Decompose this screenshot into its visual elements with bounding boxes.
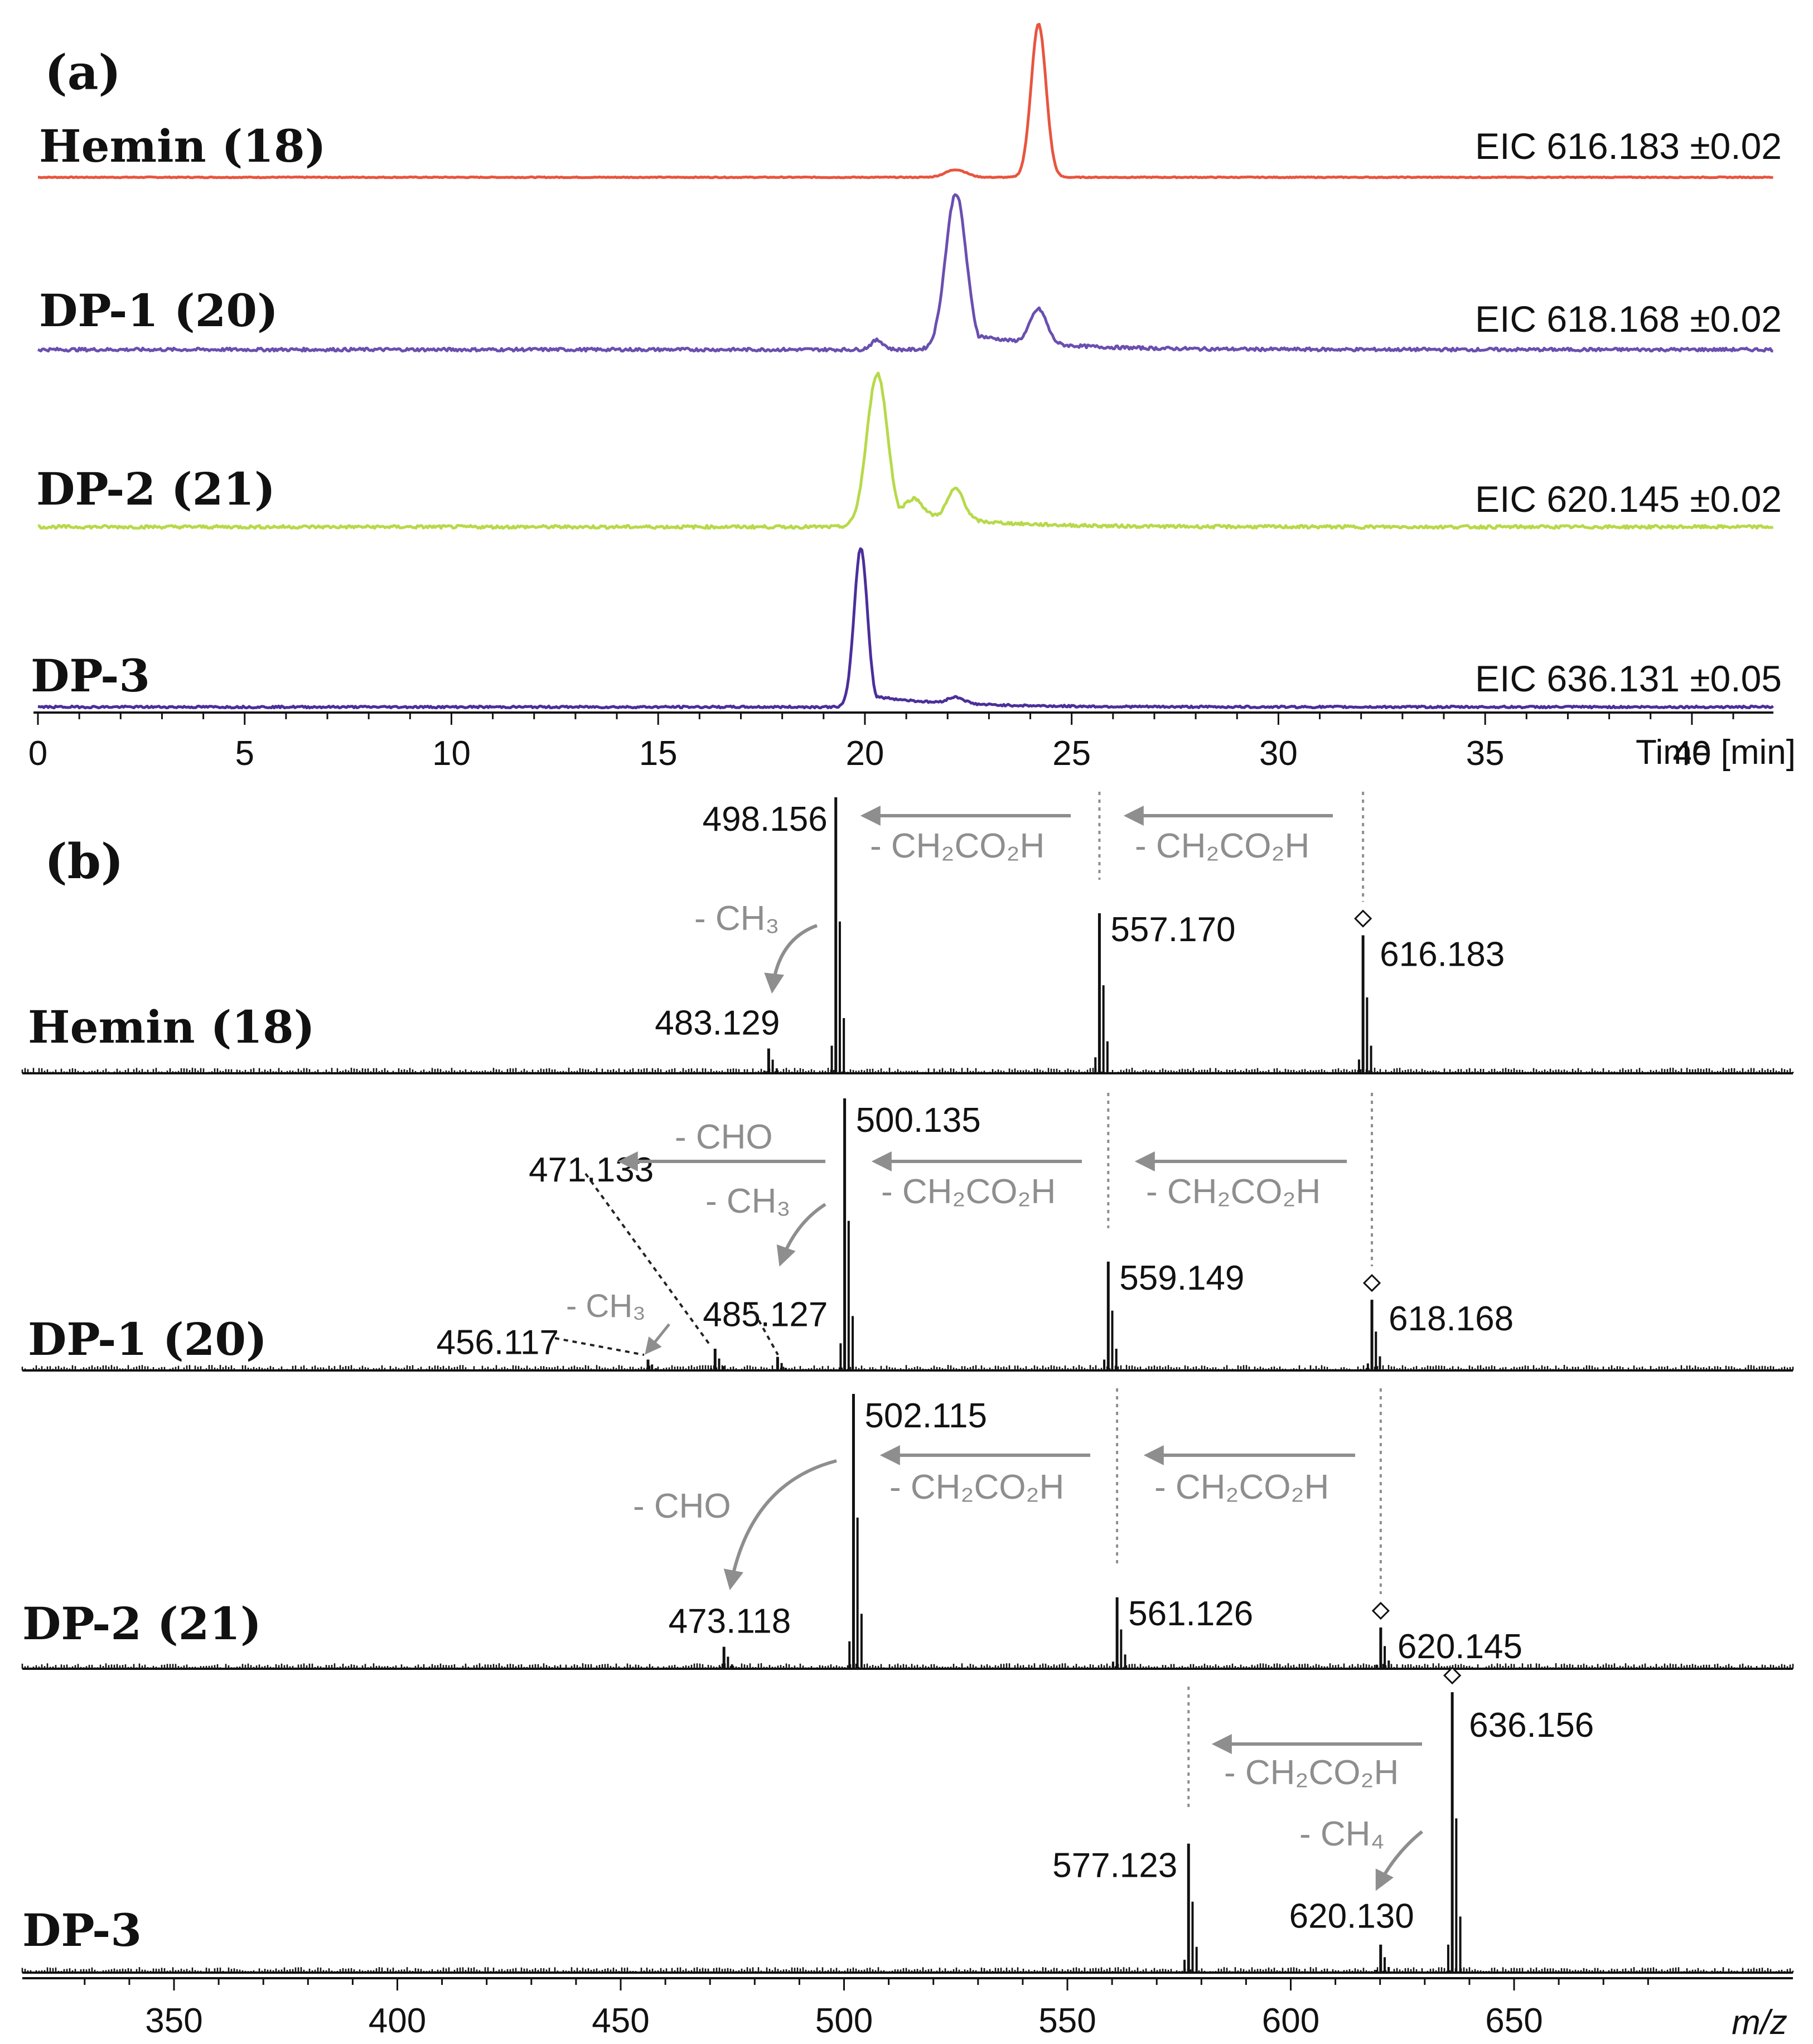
peak-label: 561.126 [1128,1595,1253,1633]
peak-label: 559.149 [1119,1259,1244,1297]
peak-label: 502.115 [864,1397,987,1435]
loss-label: - CH₂CO₂H [1135,827,1309,865]
loss-label: - CH₂CO₂H [1224,1754,1399,1792]
peak-label: 620.130 [1289,1897,1414,1936]
spectrum-label-dp2: DP-2 (21) [22,1597,262,1650]
time-tick-label: 25 [1052,734,1091,773]
loss-label: - CHO [633,1487,731,1525]
fragmentation-annotations: - CH₂CO₂H - CH₂CO₂H - CH₃ - CHO - CH₂CO₂… [554,806,1423,1891]
peak-label: 618.168 [1389,1300,1514,1338]
eic-label-dp3: EIC 636.131 ±0.05 [1475,658,1782,699]
loss-curved-arrow [645,1323,670,1355]
loss-label: - CH₄ [1299,1815,1385,1853]
trace-label-dp1: DP-1 (20) [39,284,278,337]
loss-curved-arrow [723,1459,837,1591]
eic-trace-4 [37,547,1775,710]
time-tick-label: 15 [639,734,678,773]
peak-label: 471.133 [529,1151,654,1189]
loss-curved-arrow [1375,1830,1423,1891]
time-tick-label: 10 [432,734,471,773]
eic-trace-3 [37,371,1774,530]
mz-tick-label: 650 [1485,2002,1543,2040]
precursor-diamond [1371,1601,1390,1620]
mz-tick-label: 550 [1038,2002,1096,2040]
eic-label-hemin: EIC 616.183 ±0.02 [1475,125,1782,167]
peak-label: 557.170 [1110,910,1235,949]
time-tick-label: 30 [1259,734,1298,773]
trace-label-hemin: Hemin (18) [39,120,326,172]
precursor-diamond [1354,909,1372,928]
time-tick-label: 35 [1466,734,1505,773]
loss-label: - CH₂CO₂H [1154,1468,1329,1507]
peak-label: 577.123 [1052,1847,1177,1885]
peak-label: 473.118 [669,1602,791,1641]
peak-label: 500.135 [856,1101,981,1140]
mass-spectra: 498.156 557.170 616.183 483.129 500.135 559.1… [21,792,1794,1974]
time-tick-label: 0 [28,734,47,773]
trace-label-dp2: DP-2 (21) [36,463,275,515]
peak-label: 498.156 [703,800,828,839]
spectrum-label-dp1: DP-1 (20) [28,1313,267,1365]
loss-label: - CH₂CO₂H [881,1173,1056,1211]
mz-tick-label: 350 [145,2002,202,2040]
peak-label: 483.129 [655,1004,780,1042]
loss-label: - CH₃ [705,1182,791,1220]
loss-label: - CH₂CO₂H [889,1468,1064,1507]
panel-b-label: (b) [45,834,124,890]
time-tick-label: 40 [1672,734,1711,773]
panel-a-label: (a) [45,45,121,101]
eic-label-dp1: EIC 618.168 ±0.02 [1475,298,1782,340]
mz-axis: 350 400 450 500 550 600 650 [22,1977,1793,2040]
loss-curved-arrow [764,924,818,994]
loss-label: - CH₂CO₂H [870,827,1045,865]
eic-trace-2 [37,193,1773,353]
mz-tick-label: 500 [815,2002,873,2040]
precursor-diamond [1362,1273,1381,1292]
peak-label: 485.127 [703,1296,828,1334]
leader-line [749,1304,779,1355]
time-axis-label: Time [min] [1636,733,1796,772]
spectrum-label-dp3: DP-3 [22,1904,142,1956]
mz-axis-label: m/z [1732,2003,1787,2042]
peak-label: 636.156 [1469,1706,1594,1745]
chromatogram-traces [37,23,1775,710]
time-tick-label: 20 [845,734,884,773]
loss-curved-arrow [776,1203,826,1267]
eic-label-dp2: EIC 620.145 ±0.02 [1475,478,1782,520]
mz-tick-label: 400 [369,2002,426,2040]
time-tick-label: 5 [235,734,254,773]
loss-label: - CHO [675,1118,773,1156]
mz-tick-label: 450 [592,2002,649,2040]
eic-trace-1 [37,23,1773,180]
loss-label: - CH₂CO₂H [1146,1173,1321,1211]
mz-tick-label: 600 [1262,2002,1319,2040]
loss-label: - CH₃ [566,1288,646,1324]
peak-label: 456.117 [436,1323,559,1362]
peak-label: 616.183 [1380,936,1505,974]
loss-label: - CH₃ [694,899,780,938]
peak-label: 620.145 [1398,1628,1522,1666]
trace-label-dp3: DP-3 [31,650,150,702]
time-axis: 0 5 10 15 20 25 30 35 40 [28,711,1773,773]
precursor-diamond [1443,1666,1462,1685]
leader-line [554,1337,645,1356]
spectrum-label-hemin: Hemin (18) [28,1001,315,1053]
